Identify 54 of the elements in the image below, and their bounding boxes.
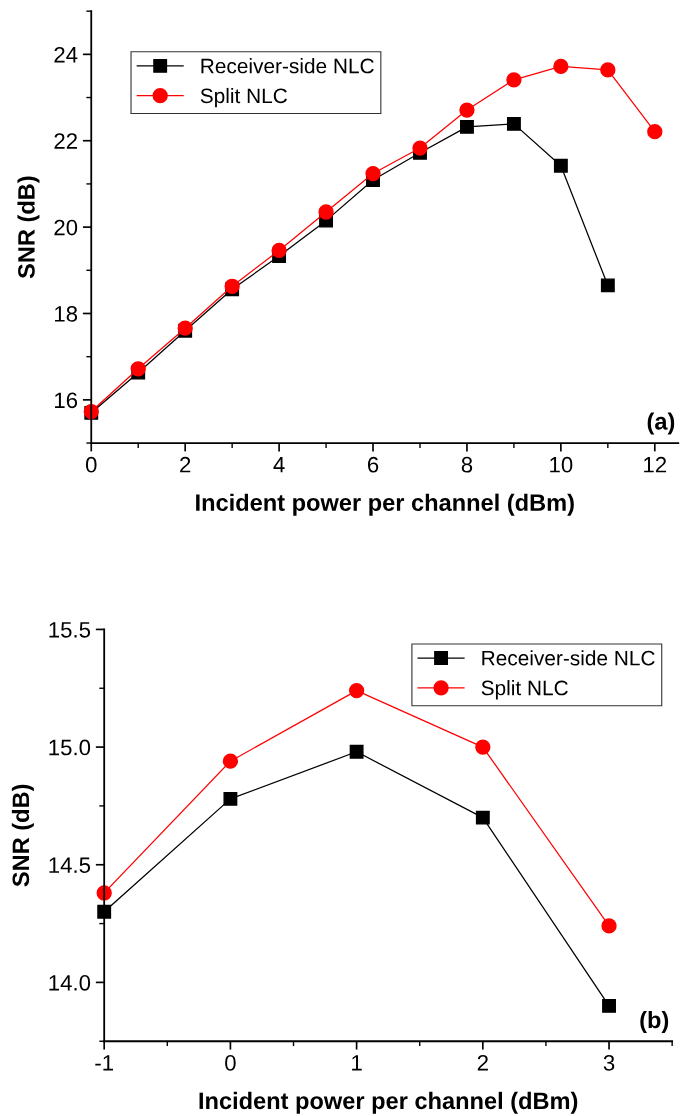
legend-label: Split NLC — [481, 680, 568, 700]
point — [271, 242, 287, 259]
point — [222, 753, 239, 769]
legend-label: Split NLC — [200, 87, 287, 108]
y-tick-label: 24 — [54, 46, 78, 63]
point — [475, 810, 490, 825]
x-tick-label: 2 — [180, 456, 191, 473]
x-tick-label: 0 — [85, 456, 97, 473]
x-tick-label: 0 — [225, 1055, 236, 1071]
annotation: (b) — [640, 1010, 669, 1033]
point — [553, 58, 569, 75]
x-tick-label: 3 — [603, 1055, 615, 1071]
y-tick-label: 20 — [54, 219, 78, 236]
point — [601, 918, 617, 934]
y-tick-label: 15.0 — [49, 739, 91, 756]
y-tick-label: 22 — [54, 133, 77, 149]
point — [349, 744, 364, 759]
point — [602, 998, 616, 1013]
point — [460, 119, 474, 134]
point — [600, 62, 616, 78]
x-tick-label: 10 — [550, 456, 573, 473]
y-tick-label: 14.5 — [49, 857, 91, 874]
y-tick-label: 14.0 — [49, 974, 91, 991]
y-tick-label: 16 — [55, 392, 78, 409]
point — [475, 739, 491, 755]
point — [223, 791, 238, 806]
x-tick-label: 6 — [367, 456, 379, 473]
x-axis-title: Incident power per channel (dBm) — [199, 1091, 578, 1114]
y-tick-label: 18 — [55, 306, 78, 322]
point — [459, 102, 475, 118]
point — [412, 140, 428, 156]
x-tick-label: 2 — [477, 1055, 488, 1071]
legend-label: Receiver-side NLC — [201, 58, 374, 74]
x-tick-label: -1 — [95, 1055, 113, 1071]
point — [318, 204, 334, 220]
point — [224, 278, 240, 294]
point — [506, 72, 522, 88]
x-tick-label: 4 — [273, 457, 285, 473]
y-tick-label: 15.5 — [49, 622, 91, 638]
point — [130, 361, 146, 377]
point — [553, 158, 568, 173]
point — [348, 682, 365, 699]
x-tick-label: 8 — [461, 456, 473, 473]
x-tick-label: 1 — [352, 1055, 362, 1071]
point — [365, 165, 381, 182]
x-tick-label: 12 — [644, 456, 667, 473]
point — [506, 116, 521, 131]
x-axis-title: Incident power per channel (dBm) — [196, 493, 574, 516]
y-axis-title: SNR (dB) — [11, 784, 34, 887]
point — [647, 124, 663, 140]
y-axis-title: SNR (dB) — [17, 176, 40, 279]
legend-label: Receiver-side NLC — [482, 650, 655, 666]
annotation: (a) — [647, 412, 675, 435]
point — [600, 278, 615, 293]
